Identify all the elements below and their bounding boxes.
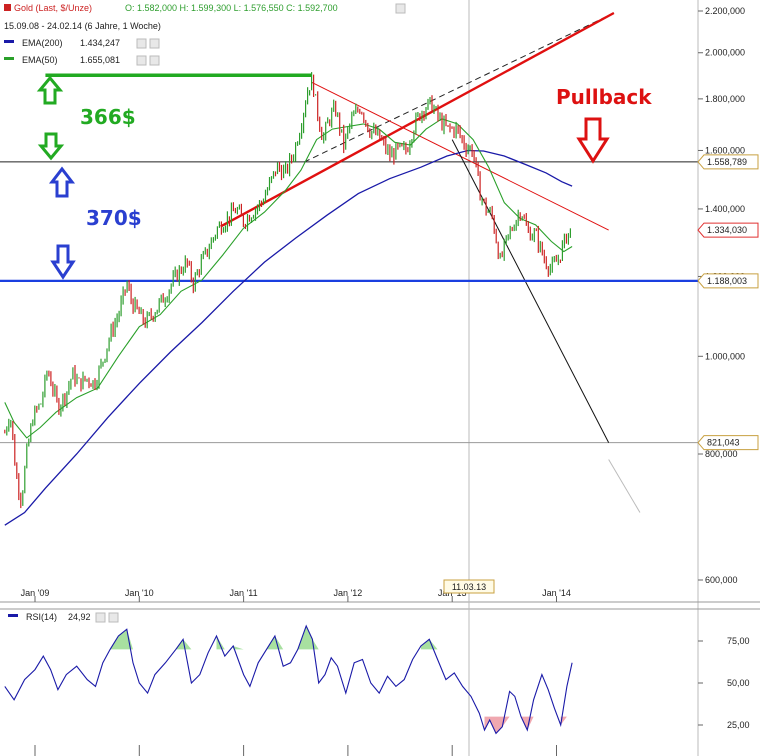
rsi-tick-label: 25,00 [727, 720, 750, 730]
ema200-line [4, 149, 573, 526]
falling-black-trendline [451, 139, 610, 443]
ema50-settings-button[interactable] [136, 55, 147, 66]
ema50-swatch [4, 57, 14, 60]
x-tick-label: Jan '09 [21, 588, 50, 598]
faint-continuation-line [608, 459, 641, 513]
rsi-close-button[interactable] [108, 612, 119, 623]
rsi-overbought-zone [420, 639, 438, 650]
rsi-swatch [8, 614, 18, 617]
falling-resistance-trendline [311, 81, 609, 231]
y-tick-label: 1.600,000 [705, 145, 745, 155]
ema200-settings-button[interactable] [136, 38, 147, 49]
price-tag [697, 273, 759, 289]
annotation-pullback: Pullback [556, 85, 652, 109]
chart-header: Gold (Last, $/Unze) O: 1.582,000 H: 1.59… [4, 3, 406, 66]
blue-up-arrow [48, 166, 76, 198]
annotation-arrows [36, 75, 610, 280]
y-tick-label: 2.200,000 [705, 6, 745, 16]
gold-series-swatch [4, 4, 11, 11]
rsi-panel: RSI(14) 24,92 75,00 50,00 25,00 [4, 612, 750, 735]
ema50-label: EMA(50) [22, 55, 58, 65]
rsi-value: 24,92 [68, 612, 91, 622]
green-down-arrow [37, 132, 65, 161]
ema50-value: 1.655,081 [80, 55, 120, 65]
red-down-arrow [576, 117, 610, 164]
rising-support-trendline [220, 11, 615, 228]
annotation-370: 370$ [86, 206, 142, 230]
ema200-swatch [4, 40, 14, 43]
x-tick-label: Jan '11 [230, 588, 258, 598]
rsi-overbought-zone [216, 636, 225, 650]
y-tick-label: 1.400,000 [705, 204, 745, 214]
x-tick-label: Jan '12 [334, 588, 363, 598]
date-marker: 11.03.13 [443, 579, 495, 594]
rsi-label: RSI(14) [26, 612, 57, 622]
y-tick-label: 1.800,000 [705, 94, 745, 104]
price-tag-label: 1.558,789 [707, 157, 747, 167]
x-tick-label: Jan '14 [542, 588, 571, 598]
rsi-overbought-zone [266, 636, 284, 650]
date-marker-label: 11.03.13 [452, 582, 486, 592]
chart-title: Gold (Last, $/Unze) [14, 3, 92, 13]
ema200-value: 1.434,247 [80, 38, 120, 48]
rsi-oversold-zone [521, 716, 534, 730]
x-tick-label: Jan '10 [125, 588, 154, 598]
price-tags: 1.558,789 1.334,030 1.188,003 821,043 [697, 154, 759, 451]
date-range: 15.09.08 - 24.02.14 (6 Jahre, 1 Woche) [4, 21, 161, 31]
ema200-label: EMA(200) [22, 38, 63, 48]
rsi-overbought-zone [233, 646, 244, 650]
rsi-line [4, 624, 573, 735]
annotation-366: 366$ [80, 105, 136, 129]
rsi-tick-label: 50,00 [727, 678, 750, 688]
price-bars [4, 72, 572, 509]
price-tag [697, 435, 759, 451]
price-tag [697, 154, 759, 170]
rsi-settings-button[interactable] [95, 612, 106, 623]
dashed-trend-line [303, 12, 615, 163]
ema50-close-button[interactable] [149, 55, 160, 66]
trend-lines [0, 11, 698, 513]
y-tick-label: 1.000,000 [705, 351, 745, 361]
ema50-line [4, 118, 573, 439]
y-tick-label: 800,000 [705, 449, 738, 459]
price-tag-label: 1.334,030 [707, 225, 747, 235]
price-tag [697, 222, 759, 238]
price-grid [0, 161, 698, 444]
price-tag-label: 1.188,003 [707, 276, 747, 286]
ohlc-values: O: 1.582,000 H: 1.599,300 L: 1.576,550 C… [125, 3, 338, 13]
green-up-arrow [36, 75, 64, 105]
rsi-tick-label: 75,00 [727, 636, 750, 646]
y-tick-label: 600,000 [705, 575, 738, 585]
header-options-button[interactable] [395, 3, 406, 14]
rsi-axis: 75,00 50,00 25,00 [698, 636, 750, 730]
price-tag-label: 821,043 [707, 438, 740, 448]
y-tick-label: 2.000,000 [705, 48, 745, 58]
blue-down-arrow [50, 244, 76, 280]
ema200-close-button[interactable] [149, 38, 160, 49]
